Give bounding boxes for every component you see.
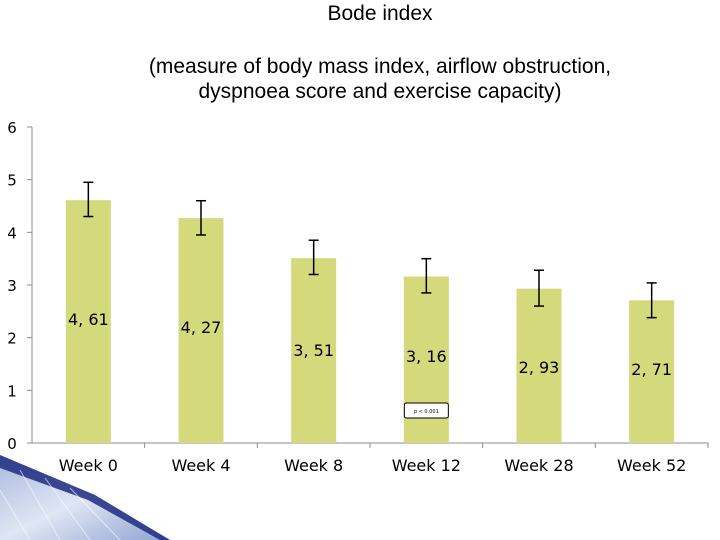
x-tick-label: Week 4 bbox=[171, 456, 230, 475]
x-tick-label: Week 28 bbox=[504, 456, 573, 475]
data-label: 4, 27 bbox=[181, 318, 222, 337]
bar bbox=[178, 218, 224, 443]
data-label: 3, 51 bbox=[293, 341, 334, 360]
y-tick-label: 1 bbox=[7, 382, 17, 400]
chart-subtitle-line-2: dyspnoea score and exercise capacity) bbox=[198, 80, 562, 103]
annotation-box bbox=[403, 402, 449, 419]
y-tick-label: 5 bbox=[7, 172, 17, 190]
y-tick-label: 0 bbox=[7, 435, 17, 453]
data-label: 2, 71 bbox=[631, 360, 672, 379]
chart-subtitle-line-1: (measure of body mass index, airflow obs… bbox=[148, 55, 612, 78]
y-tick-label: 3 bbox=[7, 277, 17, 295]
x-tick-label: Week 8 bbox=[284, 456, 343, 475]
bar bbox=[629, 300, 675, 443]
annotation-text: p < 0.001 bbox=[414, 409, 439, 415]
bar bbox=[291, 258, 337, 443]
data-label: 3, 16 bbox=[406, 347, 447, 366]
bar bbox=[516, 288, 562, 443]
y-tick-label: 6 bbox=[7, 119, 17, 137]
y-tick-label: 4 bbox=[7, 224, 17, 242]
chart-title: Bode index bbox=[327, 2, 433, 25]
x-tick-label: Week 52 bbox=[617, 456, 686, 475]
x-tick-label: Week 0 bbox=[59, 456, 118, 475]
data-label: 2, 93 bbox=[519, 358, 560, 377]
x-tick-label: Week 12 bbox=[392, 456, 461, 475]
bar bbox=[65, 200, 111, 443]
data-label: 4, 61 bbox=[68, 310, 109, 329]
y-tick-label: 2 bbox=[7, 330, 17, 348]
